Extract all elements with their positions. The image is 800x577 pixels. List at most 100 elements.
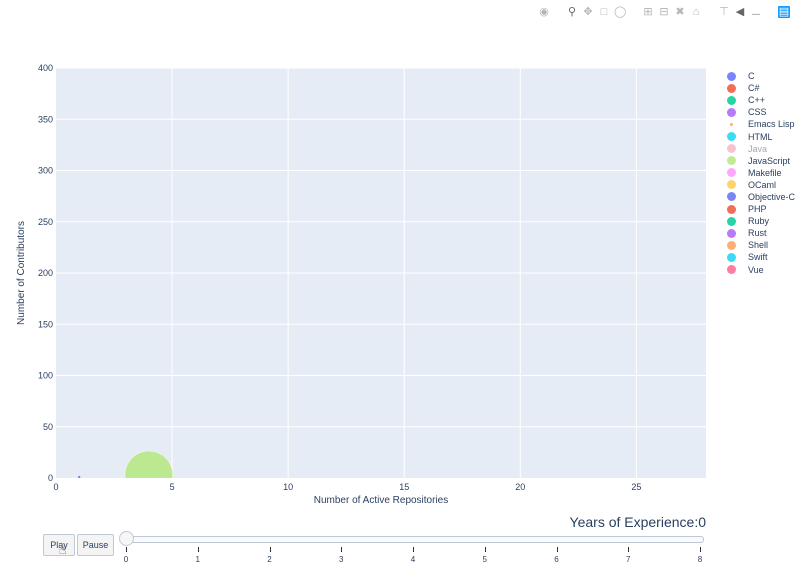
marker-objective-c[interactable] <box>77 475 81 478</box>
slider-tick <box>341 547 343 552</box>
zoom-out-icon[interactable]: ⊟ <box>659 6 669 18</box>
slider-tick <box>628 547 630 552</box>
legend-item-html[interactable]: HTML <box>725 130 795 142</box>
data-markers <box>77 450 174 499</box>
legend-label: OCaml <box>748 179 777 190</box>
legend-label: Shell <box>748 240 769 251</box>
legend-marker <box>727 168 736 178</box>
legend-item-c[interactable]: C <box>725 70 795 82</box>
slider-tick-label[interactable]: 8 <box>697 555 703 564</box>
x-tick-labels: 0 5 10 15 20 25 <box>53 482 641 492</box>
legend-marker <box>727 95 736 105</box>
slider-title: Years of Experience:0 <box>569 514 706 530</box>
slider-tick-label[interactable]: 3 <box>339 555 344 564</box>
legend-label: C++ <box>748 95 766 106</box>
y-tick-label: 350 <box>38 114 53 124</box>
y-tick-label: 300 <box>38 166 53 176</box>
hover-compare-icon[interactable]: ⚊ <box>751 6 761 18</box>
zoom-icon[interactable]: ⚲ <box>567 6 577 18</box>
pause-button[interactable]: Pause <box>77 534 114 556</box>
legend-label: C <box>748 71 755 82</box>
spike-lines-icon[interactable]: ⊤ <box>719 6 729 18</box>
plotly-logo-icon[interactable]: ▤ <box>778 6 790 18</box>
legend-marker <box>727 83 736 93</box>
y-axis-title: Number of Contributors <box>16 221 27 325</box>
home-icon[interactable]: ⌂ <box>692 6 700 18</box>
legend-marker <box>727 265 736 275</box>
legend-marker <box>727 192 736 202</box>
legend-marker <box>727 180 736 190</box>
legend-marker <box>727 132 736 142</box>
legend-label: Ruby <box>748 216 770 227</box>
box-select-icon[interactable]: □ <box>600 6 608 18</box>
slider-tick-label[interactable]: 6 <box>554 555 559 564</box>
x-tick-label: 0 <box>53 482 58 492</box>
y-tick-labels: 0 50 100 150 200 250 300 350 400 <box>38 63 53 483</box>
legend-item-c-[interactable]: C++ <box>725 94 795 106</box>
autoscale-icon[interactable]: ✖ <box>675 6 685 18</box>
slider-tick-label[interactable]: 7 <box>626 555 631 564</box>
legend-item-php[interactable]: PHP <box>725 203 795 215</box>
lasso-icon[interactable]: ◯ <box>614 6 627 18</box>
legend-item-css[interactable]: CSS <box>725 106 795 118</box>
legend-label: PHP <box>748 204 767 215</box>
legend-item-rust[interactable]: Rust <box>725 227 795 239</box>
legend-item-ocaml[interactable]: OCaml <box>725 179 795 191</box>
zoom-in-icon[interactable]: ⊞ <box>643 6 653 18</box>
x-axis-title: Number of Active Repositories <box>314 495 449 506</box>
marker-javascript[interactable] <box>124 450 174 499</box>
legend-item-javascript[interactable]: JavaScript <box>725 155 795 167</box>
camera-icon[interactable]: ◉ <box>539 6 549 18</box>
legend-item-c-[interactable]: C# <box>725 82 795 94</box>
legend: C C# C++ CSS Emacs Lisp HTML Java JavaScript Mak… <box>725 70 795 276</box>
y-tick-label: 0 <box>48 473 53 483</box>
y-tick-label: 150 <box>38 319 53 329</box>
x-tick-label: 10 <box>283 482 293 492</box>
hand-cursor-icon: ☝ <box>59 543 67 557</box>
slider-track[interactable] <box>126 536 704 543</box>
modebar: ◉ ⚲ ✥ □ ◯ ⊞ ⊟ ✖ ⌂ ⊤ ◀ ⚊ ▤ <box>538 6 790 18</box>
legend-item-vue[interactable]: Vue <box>725 264 795 276</box>
legend-item-objective-c[interactable]: Objective-C <box>725 191 795 203</box>
y-tick-label: 400 <box>38 63 53 73</box>
slider-tick <box>556 547 558 552</box>
slider-tick-label[interactable]: 2 <box>267 555 272 564</box>
legend-marker <box>727 107 736 117</box>
x-tick-label: 15 <box>399 482 409 492</box>
legend-item-java[interactable]: Java <box>725 143 795 155</box>
slider-tick-label[interactable]: 1 <box>195 555 200 564</box>
x-tick-label: 25 <box>631 482 641 492</box>
slider-tick <box>126 547 127 552</box>
legend-marker <box>727 252 736 262</box>
x-tick-label: 5 <box>170 482 175 492</box>
legend-label: CSS <box>748 107 767 118</box>
y-tick-label: 50 <box>43 422 53 432</box>
legend-label: Rust <box>748 228 767 239</box>
legend-marker <box>730 122 733 126</box>
legend-label: Swift <box>748 252 768 263</box>
legend-label: Objective-C <box>748 191 796 202</box>
legend-item-emacs-lisp[interactable]: Emacs Lisp <box>725 118 795 130</box>
y-gridlines <box>56 67 706 428</box>
hover-closest-icon[interactable]: ◀ <box>735 6 745 18</box>
slider-tick-label[interactable]: 5 <box>482 555 487 564</box>
legend-label: C# <box>748 83 760 94</box>
legend-marker <box>727 144 736 154</box>
pan-icon[interactable]: ✥ <box>583 6 593 18</box>
slider-tick <box>269 547 271 552</box>
slider-handle[interactable] <box>119 531 134 546</box>
legend-marker <box>727 156 736 166</box>
legend-item-ruby[interactable]: Ruby <box>725 215 795 227</box>
legend-item-shell[interactable]: Shell <box>725 239 795 251</box>
slider-tick-label[interactable]: 4 <box>410 555 416 564</box>
slider-tick <box>197 547 199 552</box>
slider-tick <box>484 547 486 552</box>
slider-tick-label[interactable]: 0 <box>123 555 129 564</box>
legend-label: Java <box>748 143 768 154</box>
legend-item-swift[interactable]: Swift <box>725 251 795 263</box>
legend-label: Vue <box>748 264 764 275</box>
legend-marker <box>727 240 736 250</box>
legend-item-makefile[interactable]: Makefile <box>725 167 795 179</box>
play-button[interactable]: Play <box>43 534 75 556</box>
